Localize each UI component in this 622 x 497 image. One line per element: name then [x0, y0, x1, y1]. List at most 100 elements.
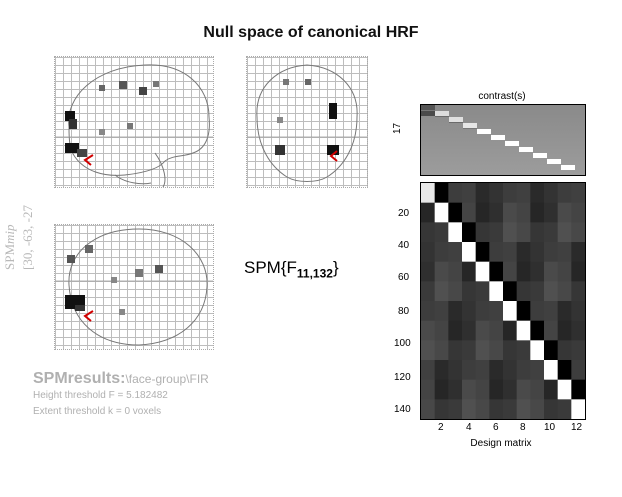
design-ytick: 140: [394, 404, 411, 415]
mip-coronal-view[interactable]: [246, 56, 368, 188]
design-cell: [557, 301, 572, 322]
design-cell: [475, 320, 490, 341]
design-cell: [571, 202, 586, 223]
design-cell: [462, 281, 477, 302]
design-cell: [475, 222, 490, 243]
design-cell: [489, 379, 504, 400]
design-ytick: 60: [398, 272, 410, 283]
design-cell: [503, 261, 518, 282]
design-cell: [434, 222, 449, 243]
design-cell: [503, 379, 518, 400]
mip-coordinates-container: [30, -63, -27: [20, 160, 40, 270]
design-cell: [503, 222, 518, 243]
design-cell: [475, 202, 490, 223]
design-cell: [503, 242, 518, 263]
design-cell: [571, 281, 586, 302]
mip-coordinates: [30, -63, -27: [20, 205, 35, 270]
design-cell: [475, 360, 490, 381]
design-cell: [421, 399, 436, 420]
design-cell: [475, 183, 490, 204]
design-cell: [489, 399, 504, 420]
design-cell: [516, 261, 531, 282]
design-cell: [544, 183, 559, 204]
design-cell: [434, 360, 449, 381]
design-cell: [434, 399, 449, 420]
design-cell: [434, 281, 449, 302]
mip-sagittal-view[interactable]: [54, 56, 214, 188]
design-cell: [503, 202, 518, 223]
design-cell-diagonal: [475, 261, 490, 282]
design-cell: [503, 340, 518, 361]
cursor-marker: [83, 154, 94, 166]
design-cell: [489, 301, 504, 322]
design-cell: [544, 379, 559, 400]
design-xtick: 4: [466, 422, 472, 433]
design-matrix-image: [421, 183, 586, 420]
activation-blob: [329, 103, 337, 119]
design-cell: [571, 301, 586, 322]
design-cell: [516, 301, 531, 322]
design-cell: [434, 379, 449, 400]
design-cell: [448, 379, 463, 400]
design-cell: [489, 360, 504, 381]
design-ytick: 40: [398, 240, 410, 251]
design-cell: [571, 340, 586, 361]
spm-mip-label: SPMmip: [2, 224, 17, 270]
design-cell: [448, 261, 463, 282]
design-cell: [503, 399, 518, 420]
design-cell: [557, 261, 572, 282]
design-cell: [557, 183, 572, 204]
design-cell: [530, 242, 545, 263]
design-cell: [557, 242, 572, 263]
design-cell: [448, 320, 463, 341]
design-cell: [557, 222, 572, 243]
height-threshold: Height threshold F = 5.182482: [33, 390, 168, 401]
cursor-marker: [329, 150, 338, 162]
design-cell: [571, 379, 586, 400]
contrast-title: contrast(s): [478, 91, 526, 102]
design-cell: [530, 301, 545, 322]
design-cell: [544, 320, 559, 341]
design-xtick: 2: [438, 422, 444, 433]
design-cell: [475, 379, 490, 400]
design-cell: [544, 301, 559, 322]
design-cell: [475, 281, 490, 302]
design-cell: [434, 340, 449, 361]
design-cell: [434, 261, 449, 282]
design-cell: [530, 360, 545, 381]
design-cell: [462, 379, 477, 400]
design-cell: [421, 261, 436, 282]
design-xtick: 10: [544, 422, 556, 433]
design-cell-diagonal: [530, 340, 545, 361]
design-matrix-panel[interactable]: [420, 182, 586, 420]
design-cell: [557, 360, 572, 381]
design-cell: [434, 183, 449, 204]
design-cell: [530, 379, 545, 400]
design-cell: [462, 360, 477, 381]
design-cell-diagonal: [421, 183, 436, 204]
design-cell: [489, 320, 504, 341]
axial-brain-outline: [55, 228, 213, 346]
design-ytick: 120: [394, 372, 411, 383]
design-cell: [544, 222, 559, 243]
design-cell: [503, 183, 518, 204]
sagittal-brain-outline: [55, 64, 213, 187]
design-cell: [571, 222, 586, 243]
design-cell: [530, 183, 545, 204]
design-cell: [462, 399, 477, 420]
design-cell: [571, 360, 586, 381]
design-cell: [530, 399, 545, 420]
activation-blob: [327, 145, 339, 155]
design-cell: [448, 183, 463, 204]
contrast-panel[interactable]: [420, 104, 586, 176]
design-cell: [557, 320, 572, 341]
design-cell: [462, 340, 477, 361]
mip-axial-view[interactable]: [54, 224, 214, 350]
design-xtick: 6: [493, 422, 499, 433]
design-ytick: 100: [394, 338, 411, 349]
design-cell: [571, 183, 586, 204]
design-cell: [516, 399, 531, 420]
design-cell: [557, 399, 572, 420]
design-cell: [544, 340, 559, 361]
design-cell: [421, 242, 436, 263]
